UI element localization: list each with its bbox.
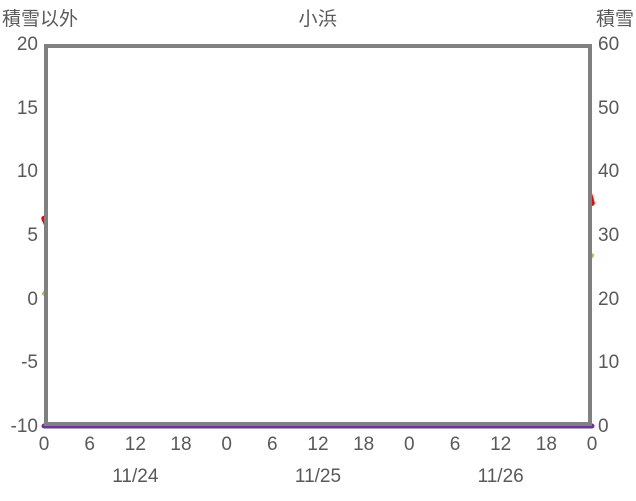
y-tick-left-5: 5 <box>27 225 38 246</box>
x-tick-8: 0 <box>404 434 415 455</box>
x-tick-9: 6 <box>449 434 461 455</box>
x-tick-2: 12 <box>124 434 146 455</box>
x-tick-10: 12 <box>490 434 512 455</box>
y-tick-left--5: -5 <box>21 352 38 374</box>
y-tick-right-0: 0 <box>598 416 609 437</box>
y-tick-left-0: 0 <box>27 288 38 310</box>
x-tick-0: 0 <box>38 434 50 455</box>
series-lines <box>41 64 595 429</box>
right-axis-caption: 積雪 <box>595 9 634 30</box>
page-title: 小浜 <box>298 9 338 30</box>
series-line-wind <box>42 235 594 365</box>
y-tick-right-40: 40 <box>598 161 620 183</box>
x-tick-7: 18 <box>353 434 375 455</box>
left-axis-caption: 積雪以外 <box>2 9 79 30</box>
y-tick-right-60: 60 <box>598 34 620 55</box>
plot-area <box>41 44 595 429</box>
day-label-11-25: 11/25 <box>294 466 342 487</box>
x-tick-5: 6 <box>267 434 278 455</box>
x-tick-12: 0 <box>586 434 598 455</box>
x-tick-4: 0 <box>221 434 232 455</box>
y-tick-left--10: -10 <box>10 416 38 437</box>
y-tick-right-50: 50 <box>598 97 620 119</box>
y-tick-left-15: 15 <box>16 97 38 119</box>
y-tick-left-10: 10 <box>16 161 38 183</box>
y-tick-right-10: 10 <box>598 352 620 374</box>
day-label-11-26: 11/26 <box>477 466 524 487</box>
y-tick-right-30: 30 <box>598 225 620 246</box>
x-tick-6: 12 <box>307 434 329 455</box>
day-label-11-24: 11/24 <box>112 466 159 487</box>
x-tick-3: 18 <box>170 434 192 455</box>
y-tick-left-20: 20 <box>16 34 38 55</box>
x-tick-11: 18 <box>535 434 557 455</box>
x-tick-1: 6 <box>84 434 95 455</box>
y-tick-right-20: 20 <box>598 288 620 310</box>
series-line-temperature <box>41 64 595 252</box>
